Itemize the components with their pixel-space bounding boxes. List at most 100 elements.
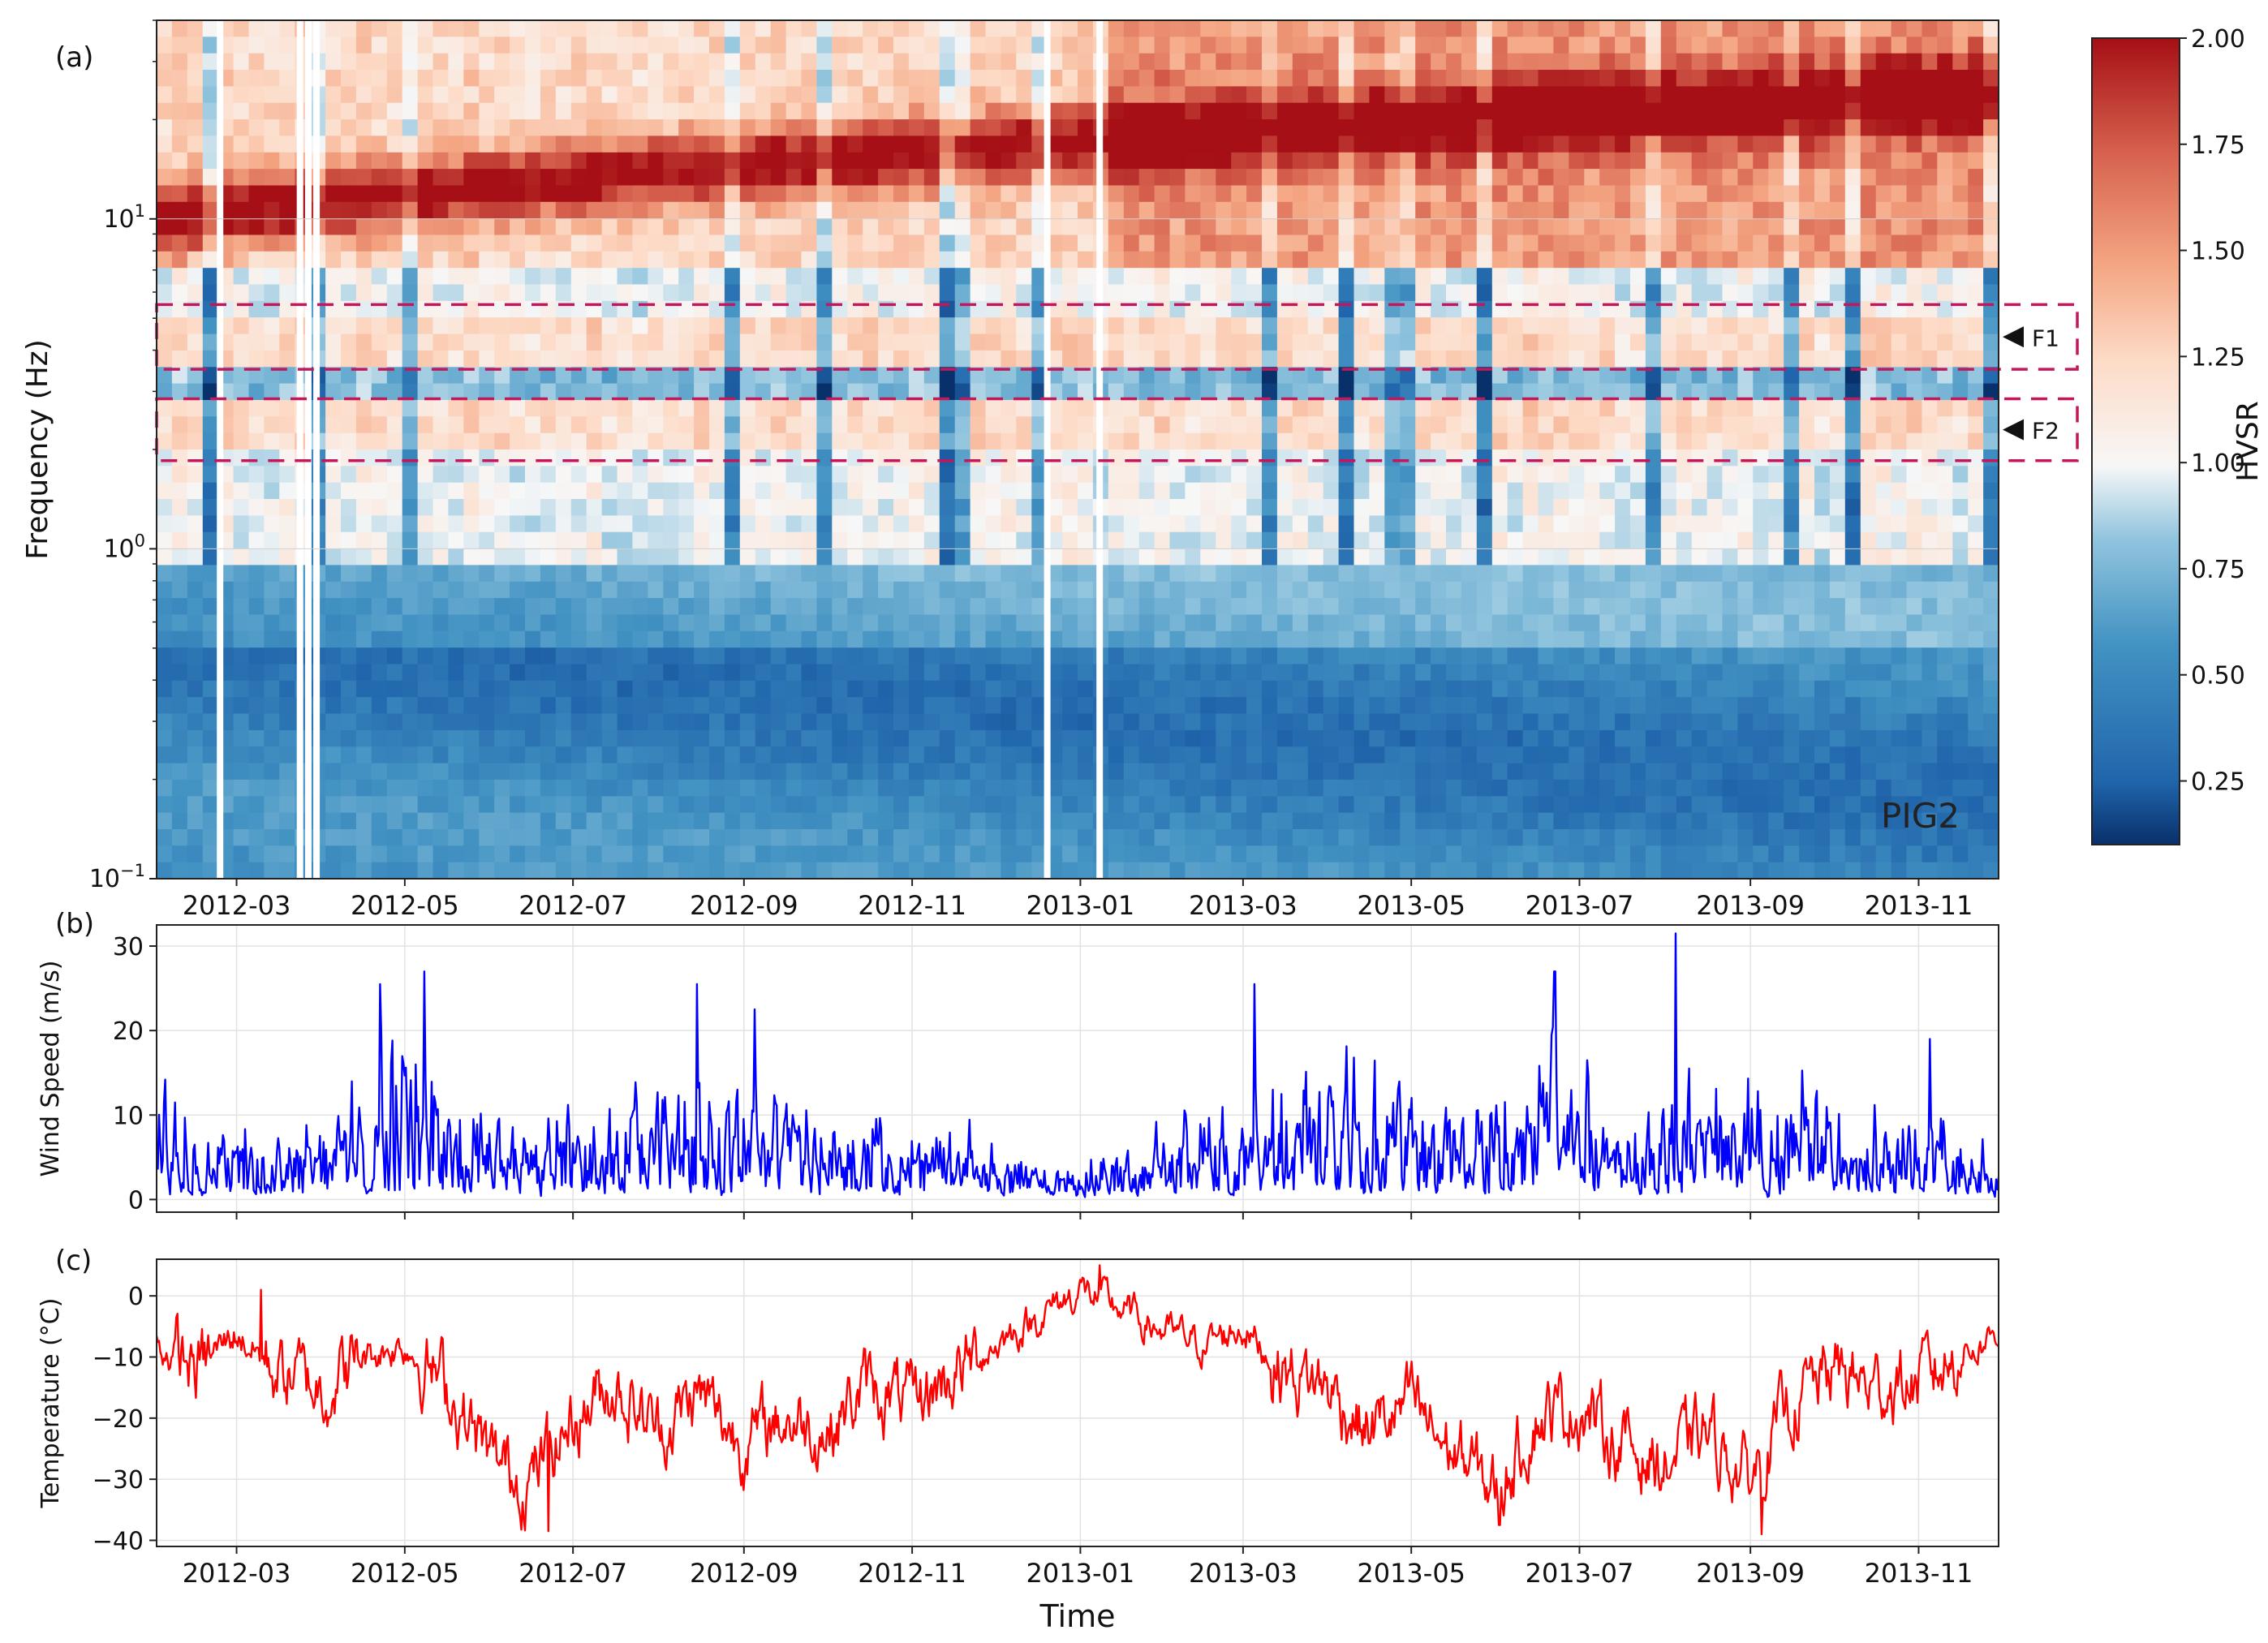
heatmap-cell xyxy=(479,614,495,632)
heatmap-cell xyxy=(233,416,250,434)
heatmap-cell xyxy=(341,350,357,368)
heatmap-cell xyxy=(494,383,510,401)
heatmap-cell xyxy=(801,515,817,533)
heatmap-cell xyxy=(1814,20,1831,37)
heatmap-cell xyxy=(1522,20,1539,37)
heatmap-cell xyxy=(632,251,648,269)
heatmap-cell xyxy=(648,185,664,203)
heatmap-cell xyxy=(264,20,280,37)
heatmap-cell xyxy=(970,284,987,302)
heatmap-cell xyxy=(1691,630,1708,648)
heatmap-cell xyxy=(878,268,894,286)
heatmap-cell xyxy=(525,548,541,566)
heatmap-cell xyxy=(494,350,510,368)
heatmap-cell xyxy=(785,102,803,120)
heatmap-cell xyxy=(171,697,188,715)
heatmap-cell xyxy=(601,201,618,219)
heatmap-cell xyxy=(448,598,464,615)
heatmap-cell xyxy=(463,647,480,665)
heatmap-cell xyxy=(785,317,803,335)
heatmap-cell xyxy=(1323,234,1340,252)
heatmap-cell xyxy=(264,630,280,648)
heatmap-cell xyxy=(540,251,557,269)
heatmap-cell xyxy=(1538,565,1554,583)
heatmap-cell xyxy=(1047,37,1063,54)
heatmap-cell xyxy=(617,598,633,615)
heatmap-cell xyxy=(1706,664,1724,682)
heatmap-cell xyxy=(755,152,772,170)
heatmap-cell xyxy=(1922,367,1938,385)
heatmap-cell xyxy=(1906,531,1922,549)
heatmap-cell xyxy=(510,86,526,104)
heatmap-cell xyxy=(479,284,495,302)
heatmap-cell xyxy=(1553,647,1569,665)
heatmap-cell xyxy=(1706,449,1724,467)
heatmap-cell xyxy=(724,531,741,549)
heatmap-cell xyxy=(1062,268,1078,286)
heatmap-cell xyxy=(386,86,403,104)
heatmap-cell xyxy=(1630,482,1646,500)
heatmap-cell xyxy=(479,548,495,566)
heatmap-cell xyxy=(1047,234,1063,252)
heatmap-cell xyxy=(923,664,940,682)
heatmap-cell xyxy=(157,647,173,665)
heatmap-cell xyxy=(617,201,633,219)
heatmap-cell xyxy=(264,119,280,136)
heatmap-cell xyxy=(1569,531,1585,549)
heatmap-cell xyxy=(1292,565,1309,583)
heatmap-cell xyxy=(785,531,803,549)
heatmap-cell xyxy=(663,531,679,549)
heatmap-cell xyxy=(1860,20,1877,37)
heatmap-cell xyxy=(923,531,940,549)
heatmap-cell xyxy=(1860,680,1877,698)
heatmap-cell xyxy=(341,152,357,170)
heatmap-cell xyxy=(1491,251,1508,269)
heatmap-cell xyxy=(1829,201,1846,219)
heatmap-cell xyxy=(739,185,756,203)
heatmap-cell xyxy=(279,135,295,153)
heatmap-cell xyxy=(586,449,603,467)
heatmap-cell xyxy=(1216,647,1232,665)
heatmap-cell xyxy=(1491,102,1508,120)
heatmap-cell xyxy=(1737,102,1754,120)
heatmap-cell xyxy=(510,449,526,467)
heatmap-cell xyxy=(187,548,204,566)
heatmap-cell xyxy=(724,119,741,136)
heatmap-cell xyxy=(709,466,725,484)
heatmap-cell xyxy=(386,152,403,170)
heatmap-cell xyxy=(755,20,772,37)
heatmap-cell xyxy=(586,400,603,417)
heatmap-cell xyxy=(1553,449,1569,467)
heatmap-cell xyxy=(1660,350,1677,368)
heatmap-cell xyxy=(847,466,863,484)
heatmap-cell xyxy=(770,565,787,583)
heatmap-cell xyxy=(1599,548,1616,566)
heatmap-cell xyxy=(1829,185,1846,203)
heatmap-cell xyxy=(1553,482,1569,500)
heatmap-cell xyxy=(893,185,910,203)
heatmap-cell xyxy=(510,400,526,417)
heatmap-cell xyxy=(1323,499,1340,516)
heatmap-cell xyxy=(1615,20,1631,37)
heatmap-cell xyxy=(1246,367,1263,385)
heatmap-cell xyxy=(555,548,572,566)
heatmap-cell xyxy=(1108,565,1125,583)
heatmap-cell xyxy=(801,234,817,252)
heatmap-cell xyxy=(847,565,863,583)
heatmap-cell xyxy=(1123,614,1140,632)
heatmap-cell xyxy=(632,531,648,549)
heatmap-cell xyxy=(863,185,879,203)
heatmap-cell xyxy=(985,614,1001,632)
heatmap-cell xyxy=(1922,201,1938,219)
heatmap-cell xyxy=(1768,416,1784,434)
heatmap-cell xyxy=(279,70,295,87)
heatmap-cell xyxy=(1968,630,1984,648)
heatmap-cell xyxy=(510,53,526,71)
heatmap-cell xyxy=(525,647,541,665)
heatmap-cell xyxy=(1276,268,1293,286)
heatmap-cell xyxy=(279,317,295,335)
heatmap-cell xyxy=(1185,135,1201,153)
heatmap-cell xyxy=(233,482,250,500)
heatmap-cell xyxy=(985,449,1001,467)
heatmap-cell xyxy=(1016,20,1032,37)
